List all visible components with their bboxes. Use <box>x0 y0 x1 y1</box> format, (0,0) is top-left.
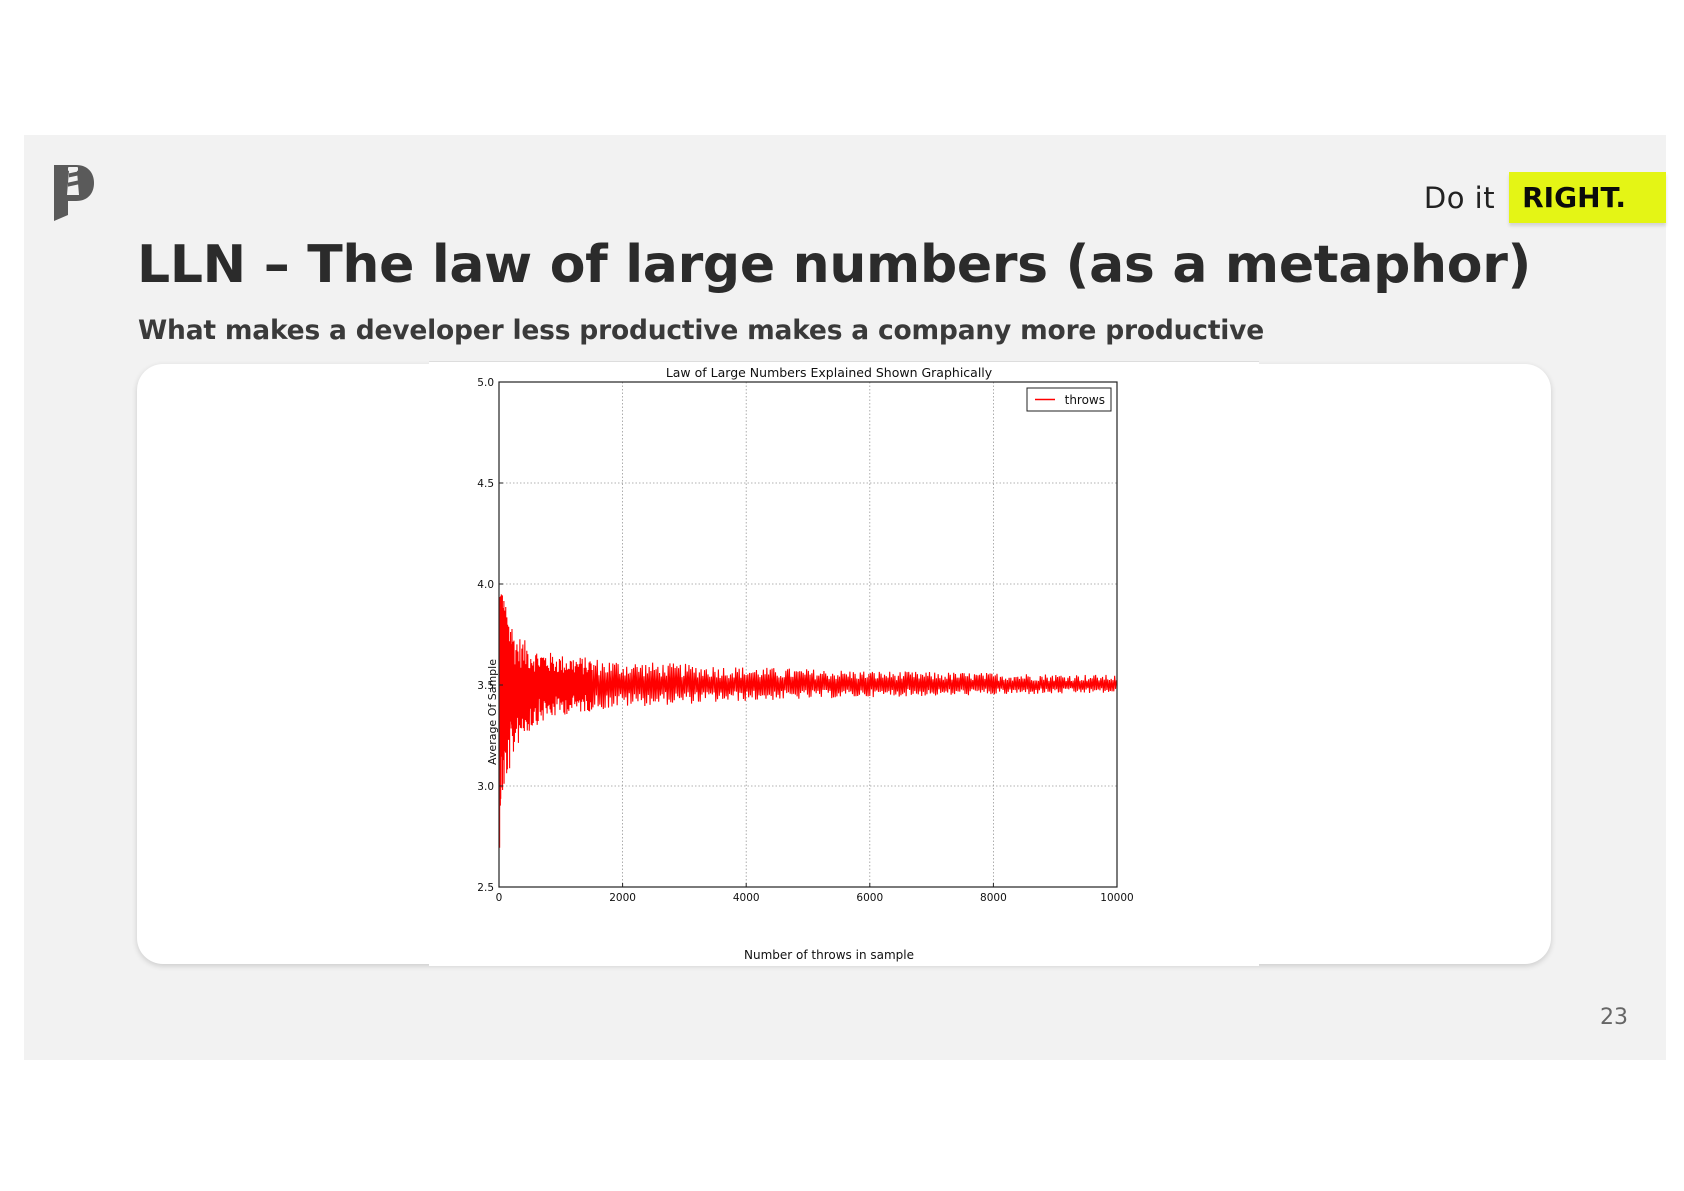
brand-prefix: Do it <box>1423 180 1496 215</box>
slide: Do it RIGHT. LLN – The law of large numb… <box>24 135 1666 1060</box>
y-tick-label: 4.5 <box>477 478 494 490</box>
legend-box <box>1026 387 1112 412</box>
x-tick-label: 6000 <box>856 892 883 904</box>
y-tick-label: 4.0 <box>477 579 494 591</box>
page-title: LLN – The law of large numbers (as a met… <box>137 235 1532 295</box>
grid-lines <box>499 382 1117 887</box>
chart-title: Law of Large Numbers Explained Shown Gra… <box>666 365 993 380</box>
x-tick-label: 10000 <box>1100 892 1133 904</box>
x-tick-label: 8000 <box>980 892 1007 904</box>
y-axis-label: Average Of Sample <box>486 659 499 765</box>
y-tick-label: 3.5 <box>477 680 494 692</box>
legend: throws <box>1026 387 1112 412</box>
page-subtitle: What makes a developer less productive m… <box>138 315 1265 346</box>
x-tick-label: 2000 <box>609 892 636 904</box>
page-number: 23 <box>1600 1005 1628 1030</box>
x-tick-label: 4000 <box>733 892 760 904</box>
lln-line-chart: Law of Large Numbers Explained Shown Gra… <box>477 365 1133 962</box>
brand-emphasis-badge: RIGHT. <box>1509 172 1666 223</box>
series-lines <box>498 594 1117 848</box>
chart-figure: Law of Large Numbers Explained Shown Gra… <box>429 361 1259 966</box>
x-tick-label: 0 <box>496 892 503 904</box>
brand-tagline: Do it RIGHT. <box>1424 172 1666 223</box>
lighthouse-p-logo-icon <box>54 165 94 221</box>
x-axis-label: Number of throws in sample <box>744 948 914 962</box>
series-line-throws <box>498 594 1117 848</box>
y-tick-label: 3.0 <box>477 781 494 793</box>
plot-frame <box>498 381 1118 888</box>
axis-ticks: 0 2000 4000 6000 8000 10000 2.5 3.0 3.5 4.0 4.5 5.0 <box>477 377 1133 904</box>
legend-label: throws <box>1065 393 1105 407</box>
y-tick-label: 5.0 <box>477 377 494 389</box>
y-tick-label: 2.5 <box>477 882 494 894</box>
